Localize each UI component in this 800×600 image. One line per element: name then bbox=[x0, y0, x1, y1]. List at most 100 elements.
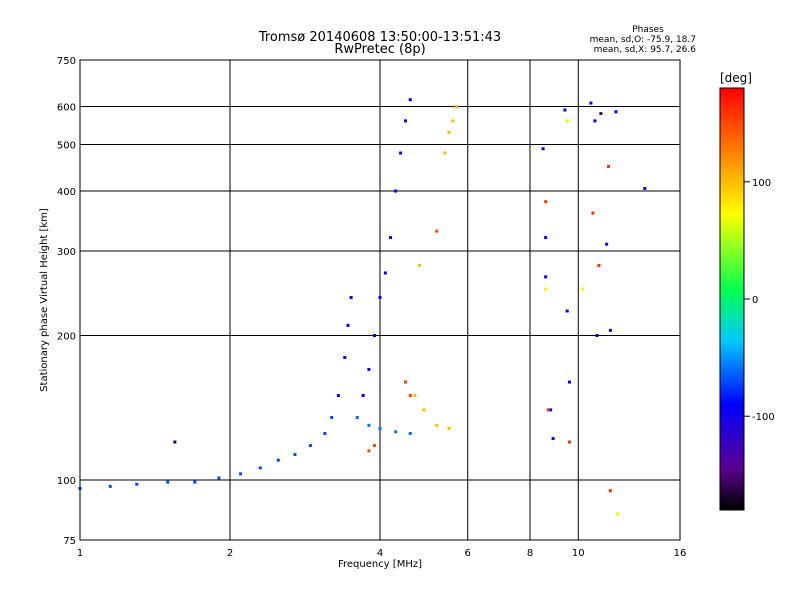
x-tick-label: 8 bbox=[527, 548, 533, 559]
x-tick-label: 10 bbox=[572, 548, 585, 559]
data-point bbox=[367, 449, 371, 453]
data-point bbox=[563, 108, 567, 112]
stats-line-o: mean, sd,O: -75.9, 18.7 bbox=[590, 35, 696, 45]
data-point bbox=[408, 432, 412, 436]
stats-line-x: mean, sd,X: 95.7, 26.6 bbox=[594, 45, 697, 55]
data-point bbox=[544, 275, 548, 279]
stats-heading: Phases bbox=[632, 25, 664, 35]
data-point bbox=[455, 105, 459, 109]
plot-area: 1 2 4 6 8 10 16 75 100 200 300 400 500 600 750 bbox=[57, 56, 686, 559]
data-point bbox=[605, 242, 609, 246]
chart-subtitle: RwPretec (8p) bbox=[334, 42, 425, 57]
colorbar-ticks: 100 0 -100 bbox=[744, 178, 775, 423]
data-point bbox=[389, 236, 393, 240]
data-point bbox=[276, 458, 280, 462]
data-point bbox=[608, 328, 612, 332]
data-point bbox=[595, 334, 599, 338]
data-point bbox=[308, 444, 312, 448]
y-tick-label: 100 bbox=[57, 476, 76, 487]
x-tick-label: 1 bbox=[77, 548, 83, 559]
data-point bbox=[343, 355, 347, 359]
data-point bbox=[355, 415, 359, 419]
data-point bbox=[378, 427, 382, 431]
data-point bbox=[413, 394, 417, 398]
data-point bbox=[447, 130, 451, 134]
colorbar: [deg] 100 0 -100 bbox=[719, 71, 775, 511]
data-point bbox=[616, 512, 620, 516]
data-point bbox=[607, 164, 611, 168]
data-point bbox=[373, 444, 377, 448]
y-tick-label: 300 bbox=[57, 247, 76, 258]
data-point bbox=[544, 236, 548, 240]
data-point bbox=[597, 263, 601, 267]
data-point bbox=[565, 309, 569, 313]
data-point bbox=[422, 408, 426, 412]
data-point bbox=[435, 229, 439, 233]
data-point bbox=[166, 480, 170, 484]
data-point bbox=[108, 484, 112, 488]
data-point bbox=[373, 334, 377, 338]
data-point bbox=[323, 432, 327, 436]
y-tick-label: 750 bbox=[57, 56, 76, 67]
colorbar-tick-label: 100 bbox=[752, 178, 771, 189]
chart-title: Tromsø 20140608 13:50:00-13:51:43 bbox=[258, 30, 501, 45]
colorbar-label: [deg] bbox=[720, 71, 752, 85]
data-point bbox=[394, 430, 398, 434]
data-point bbox=[608, 489, 612, 493]
colorbar-tick-label: 0 bbox=[752, 295, 758, 306]
colorbar-tick-label: -100 bbox=[752, 412, 775, 423]
data-point bbox=[614, 110, 618, 114]
x-axis-label: Frequency [MHz] bbox=[338, 559, 422, 570]
data-point bbox=[399, 151, 403, 155]
data-point bbox=[403, 380, 407, 384]
data-point bbox=[447, 427, 451, 431]
data-point bbox=[451, 119, 455, 123]
data-point bbox=[336, 394, 340, 398]
data-point bbox=[565, 119, 569, 123]
data-point bbox=[599, 112, 603, 116]
x-axis-ticks: 1 2 4 6 8 10 16 bbox=[77, 548, 687, 559]
colorbar-gradient bbox=[719, 87, 745, 511]
data-point bbox=[593, 119, 597, 123]
data-point bbox=[435, 423, 439, 427]
y-tick-label: 600 bbox=[57, 103, 76, 114]
data-point bbox=[591, 211, 595, 215]
y-tick-label: 500 bbox=[57, 141, 76, 152]
plot-frame bbox=[79, 59, 681, 541]
data-point bbox=[394, 189, 398, 193]
data-point bbox=[567, 380, 571, 384]
y-axis-ticks: 75 100 200 300 400 500 600 750 bbox=[57, 56, 76, 547]
x-tick-label: 4 bbox=[377, 548, 383, 559]
grid-lines bbox=[80, 60, 680, 540]
y-axis-label: Stationary phase Virtual Height [km] bbox=[39, 208, 50, 392]
x-tick-label: 6 bbox=[465, 548, 471, 559]
data-point bbox=[408, 98, 412, 102]
y-tick-label: 75 bbox=[63, 536, 76, 547]
x-tick-label: 16 bbox=[674, 548, 687, 559]
y-tick-label: 200 bbox=[57, 332, 76, 343]
data-point bbox=[408, 394, 412, 398]
data-point bbox=[643, 186, 647, 190]
data-point bbox=[567, 440, 571, 444]
data-point bbox=[258, 466, 262, 470]
data-point bbox=[581, 287, 585, 291]
data-point bbox=[367, 423, 371, 427]
data-point bbox=[589, 101, 593, 105]
data-point bbox=[541, 147, 545, 151]
data-point bbox=[367, 367, 371, 371]
data-point bbox=[217, 476, 221, 480]
data-point bbox=[293, 453, 297, 457]
data-point bbox=[346, 323, 350, 327]
data-point bbox=[135, 482, 139, 486]
data-points bbox=[78, 98, 647, 516]
data-point bbox=[383, 271, 387, 275]
data-point bbox=[330, 415, 334, 419]
data-point bbox=[193, 480, 197, 484]
data-point bbox=[378, 296, 382, 300]
data-point bbox=[361, 394, 365, 398]
data-point bbox=[544, 200, 548, 204]
data-point bbox=[403, 119, 407, 123]
data-point bbox=[546, 408, 550, 412]
data-point bbox=[239, 472, 243, 476]
